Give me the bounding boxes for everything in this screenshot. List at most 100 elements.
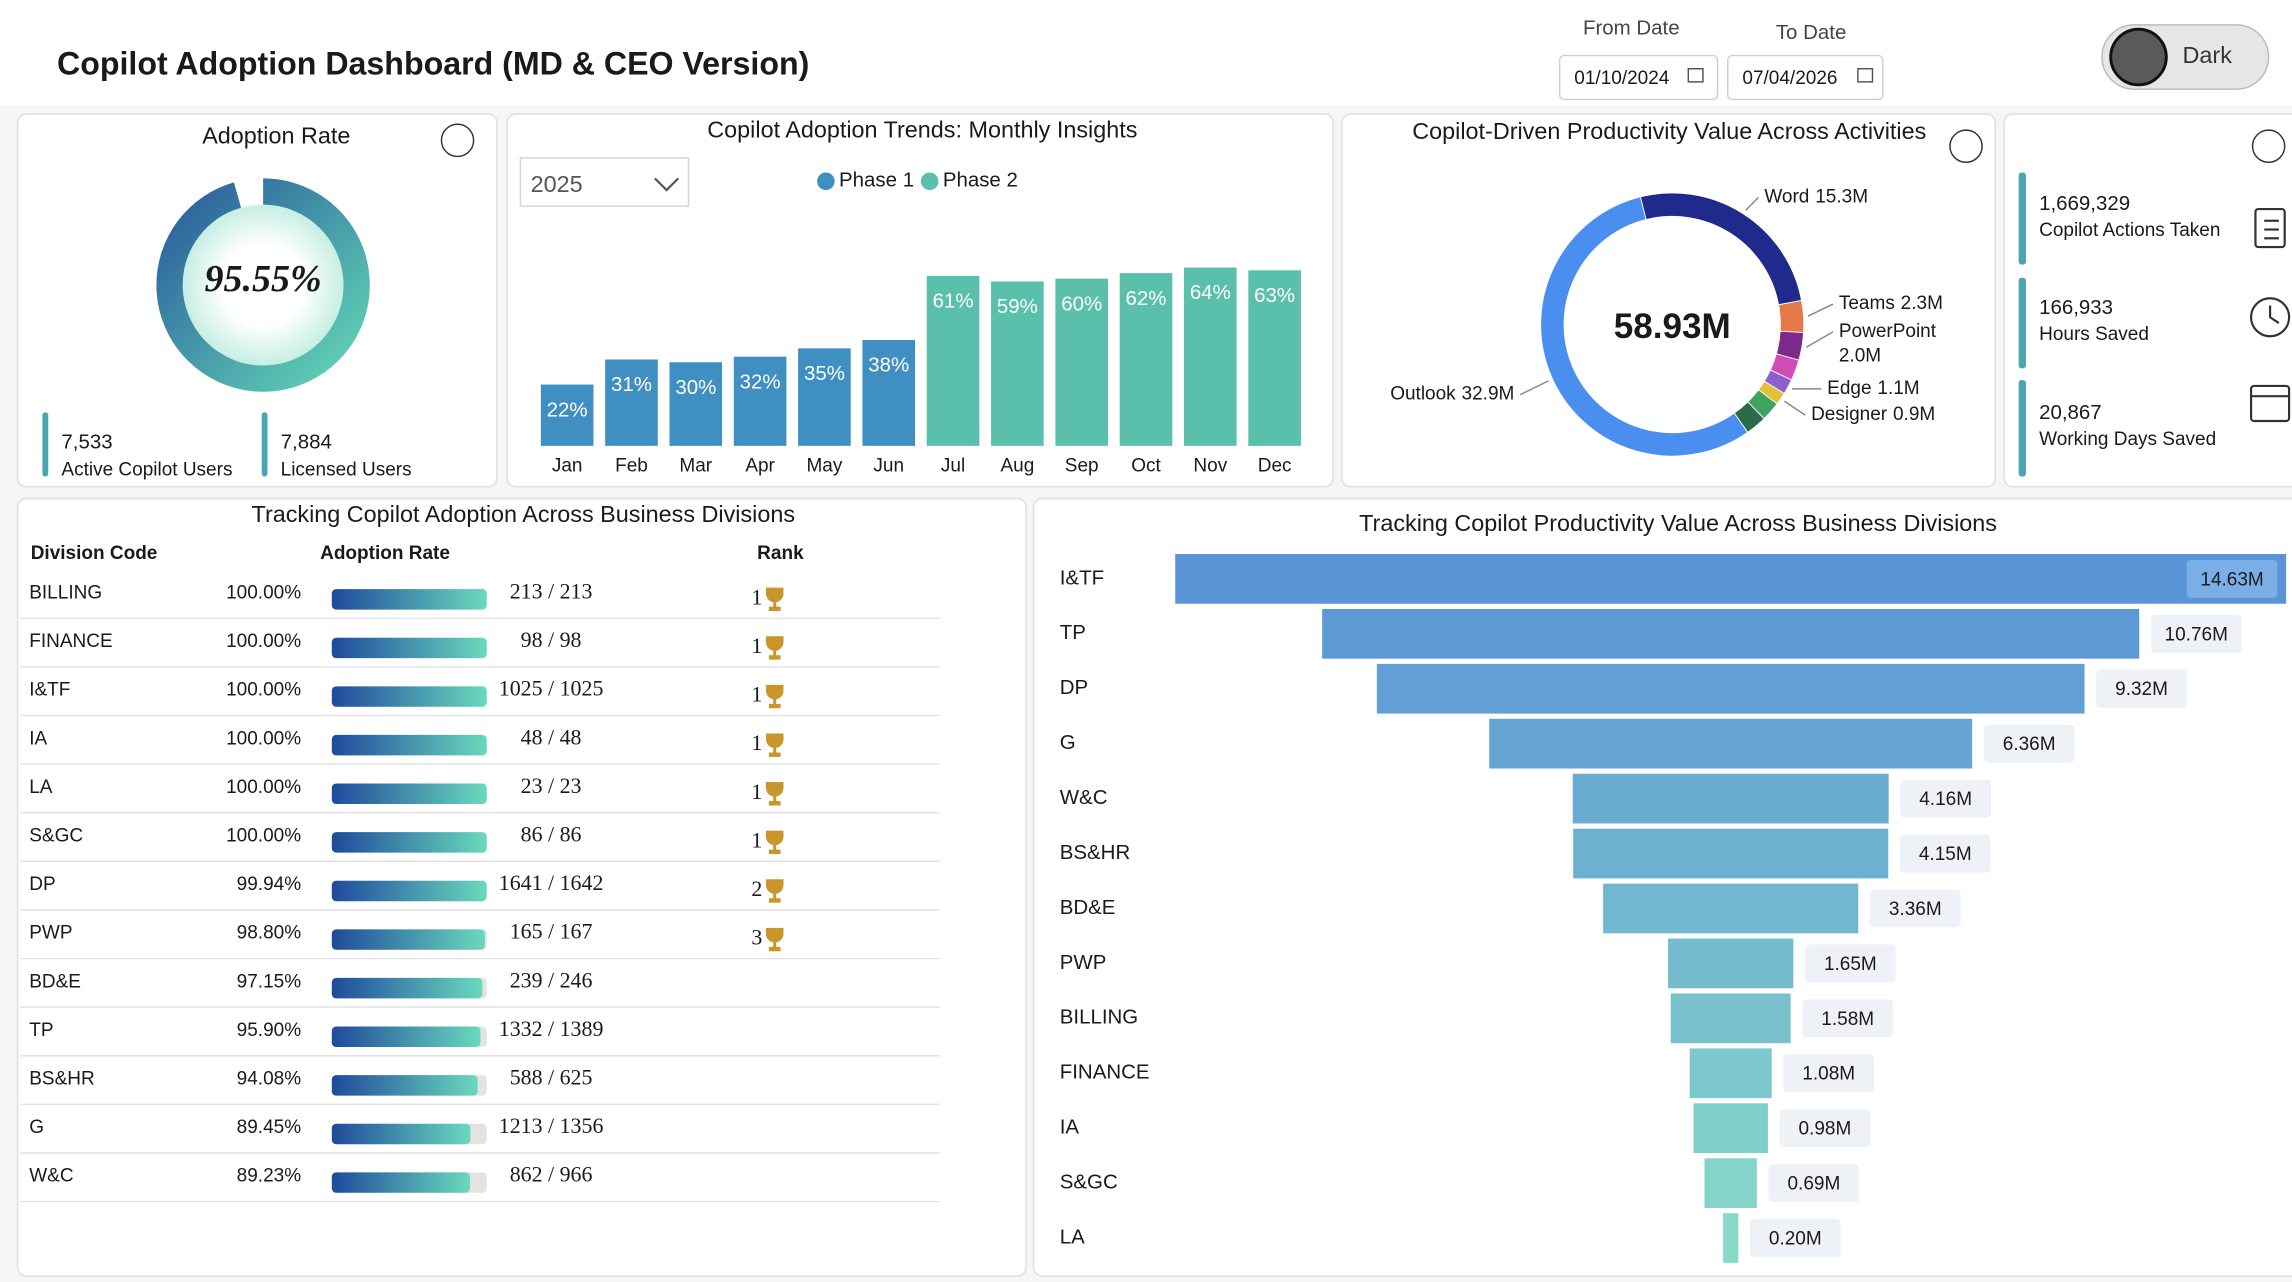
rate-bar: [331, 589, 487, 610]
chart-title: Copilot Adoption Trends: Monthly Insight…: [707, 117, 1137, 143]
x-tick-label: Apr: [745, 455, 775, 476]
bar: [1704, 1158, 1757, 1208]
legend-label: Phase 2: [943, 169, 1018, 192]
leader-line: [1805, 331, 1834, 348]
year-filter[interactable]: [519, 157, 690, 207]
to-date[interactable]: 07/04/2026: [1742, 68, 1837, 89]
slice-name: Word: [1764, 186, 1809, 207]
toggle-knob[interactable]: [2109, 27, 2168, 87]
stat-value: 7,884: [281, 430, 332, 453]
rank: 1: [751, 633, 762, 658]
bar: [1573, 828, 1889, 879]
category-label: S&GC: [1060, 1171, 1118, 1194]
rank: 1: [751, 584, 762, 609]
bar: [1668, 938, 1794, 989]
rate-bar: [331, 880, 487, 902]
column-header: Adoption Rate: [320, 543, 450, 564]
chart-title: Adoption Rate: [202, 123, 350, 149]
rate-label: 95.90%: [237, 1020, 302, 1041]
users-ratio: 862 / 966: [510, 1162, 593, 1187]
leader-line: [1519, 380, 1549, 396]
users-ratio: 239 / 246: [510, 967, 593, 992]
info-icon[interactable]: [440, 123, 475, 158]
to-date-box[interactable]: [1727, 54, 1884, 101]
bar: [1603, 883, 1859, 934]
table-title: Tracking Copilot Adoption Across Busines…: [252, 501, 796, 527]
category-label: G: [1060, 731, 1076, 754]
bar: [733, 356, 787, 446]
slice-value: 1.1M: [1877, 378, 1919, 399]
bar: [1693, 1103, 1768, 1154]
value-label: 9.32M: [2115, 679, 2168, 700]
x-tick-label: Sep: [1065, 455, 1099, 476]
bar: [1376, 663, 2085, 714]
division-code: I&TF: [29, 680, 70, 701]
kpi-label: Copilot Actions Taken: [2039, 220, 2220, 241]
bar-value-label: 59%: [997, 295, 1038, 318]
from-date[interactable]: 01/10/2024: [1574, 68, 1670, 89]
category-label: BD&E: [1060, 896, 1116, 919]
bar: [669, 362, 723, 446]
value-label: 6.36M: [2003, 734, 2056, 755]
bar-value-label: 30%: [675, 376, 716, 399]
slice-label: Word 15.3M: [1764, 186, 1868, 207]
to-label: To Date: [1776, 21, 1847, 44]
division-code: G: [29, 1117, 44, 1138]
calendar-icon[interactable]: [1687, 68, 1704, 83]
division-code: W&C: [29, 1166, 73, 1187]
rank: 3: [751, 925, 762, 950]
value-label-box: [2150, 614, 2242, 653]
slice-value: 0.9M: [1893, 404, 1935, 425]
bar: [1689, 1048, 1772, 1099]
toggle-label[interactable]: Dark: [2183, 42, 2233, 68]
bar: [1572, 773, 1889, 824]
info-icon[interactable]: [2251, 129, 2286, 164]
card: [2003, 113, 2292, 488]
trophy-icon: [765, 782, 784, 806]
kpi-value: 1,669,329: [2039, 192, 2130, 215]
value-label-box: [1779, 1109, 1871, 1148]
value-label: 1.58M: [1821, 1009, 1874, 1030]
from-date-box[interactable]: [1558, 54, 1719, 101]
value-label-box: [1983, 724, 2075, 763]
category-label: DP: [1060, 676, 1088, 699]
rate-label: 100.00%: [226, 777, 301, 798]
division-code: IA: [29, 728, 47, 749]
kpi-accent: [2018, 172, 2026, 265]
bar-value-label: 38%: [868, 354, 909, 377]
stat-accent: [42, 412, 49, 477]
x-tick-label: Dec: [1258, 455, 1292, 476]
rate-bar: [331, 977, 483, 999]
trophy-icon: [765, 879, 784, 903]
card: [1340, 113, 1997, 488]
bar: [991, 281, 1044, 446]
users-ratio: 98 / 98: [521, 627, 582, 652]
value-label-box: [1900, 779, 1991, 818]
gauge-arc: [156, 178, 370, 392]
value-label: 0.20M: [1769, 1229, 1822, 1250]
users-ratio: 1213 / 1356: [499, 1113, 604, 1138]
users-ratio: 1641 / 1642: [499, 870, 604, 895]
category-label: BILLING: [1060, 1006, 1138, 1029]
bar: [1119, 273, 1173, 446]
division-code: DP: [29, 874, 55, 895]
trophy-icon: [765, 684, 784, 709]
users-ratio: 86 / 86: [521, 822, 582, 847]
clock-hands: [2268, 305, 2280, 324]
bar: [1175, 554, 2287, 604]
slice-label: Outlook 32.9M: [1390, 384, 1514, 405]
gauge-inner: [182, 204, 344, 366]
rate-label: 100.00%: [226, 826, 301, 847]
slice-label: Teams 2.3M: [1839, 293, 1943, 314]
info-icon[interactable]: [1949, 129, 1983, 164]
rate-label: 99.94%: [237, 874, 302, 895]
bar: [1670, 993, 1791, 1044]
bar-value-label: 35%: [804, 362, 845, 385]
users-ratio: 213 / 213: [510, 579, 593, 604]
slice-value: 32.9M: [1462, 384, 1515, 405]
calendar-icon[interactable]: [1857, 68, 1874, 83]
value-label-box: [1869, 889, 1961, 928]
stat-label: Active Copilot Users: [61, 460, 232, 481]
rate-bar: [331, 783, 487, 804]
dashboard-title: Copilot Adoption Dashboard (MD & CEO Ver…: [57, 45, 809, 81]
